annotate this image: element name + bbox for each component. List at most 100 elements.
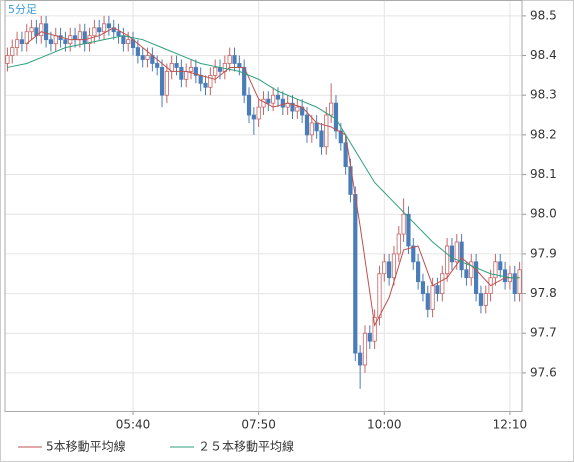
- candle-body: [232, 55, 237, 64]
- candle-body: [10, 47, 15, 56]
- candle-body: [82, 31, 87, 45]
- candle-body: [512, 273, 517, 294]
- candle-body: [362, 332, 368, 366]
- y-tick-label: 98.2: [530, 127, 557, 141]
- candle-body: [275, 94, 281, 100]
- candle-body: [478, 293, 484, 306]
- candle-body: [266, 98, 271, 104]
- candle-body: [469, 261, 474, 279]
- y-tick-label: 97.8: [530, 286, 557, 300]
- candle-body: [367, 332, 372, 342]
- y-tick-label: 97.9: [530, 246, 557, 260]
- candle-body: [430, 285, 435, 310]
- y-tick-label: 98.5: [530, 8, 557, 22]
- candle-body: [5, 55, 10, 64]
- candle-body: [295, 106, 300, 112]
- candle-body: [179, 67, 184, 80]
- candle-body: [155, 63, 160, 68]
- candle-body: [459, 241, 464, 271]
- candle-body: [382, 261, 387, 275]
- candle-body: [145, 55, 150, 60]
- candle-body: [324, 114, 329, 148]
- candle-body: [193, 67, 198, 76]
- candle-body: [213, 67, 218, 76]
- candle-body: [29, 27, 34, 33]
- y-tick-label: 98.1: [530, 167, 557, 181]
- candle-body: [53, 35, 58, 45]
- candle-body: [208, 74, 213, 88]
- candle-body: [271, 94, 276, 104]
- candle-body: [372, 316, 377, 342]
- candle-body: [445, 245, 450, 275]
- y-tick-label: 97.6: [530, 365, 557, 379]
- candle-body: [14, 39, 20, 49]
- candle-body: [39, 23, 44, 37]
- candle-body: [502, 269, 508, 283]
- candle-body: [242, 67, 247, 96]
- candle-body: [464, 269, 469, 279]
- candle-body: [435, 285, 440, 294]
- candle-body: [246, 94, 252, 116]
- candle-body: [92, 27, 97, 37]
- x-tick-label: 12:10: [493, 418, 528, 432]
- candle-body: [406, 213, 411, 247]
- candle-body: [454, 241, 459, 263]
- candle-body: [203, 82, 208, 88]
- candle-body: [396, 233, 401, 255]
- y-tick-label: 98.0: [530, 207, 557, 221]
- candle-body: [319, 130, 324, 148]
- candle-body: [251, 114, 256, 120]
- candle-body: [314, 122, 319, 132]
- x-tick-label: 05:40: [116, 418, 151, 432]
- candle-body: [309, 122, 314, 136]
- candle-body: [493, 261, 498, 279]
- candle-body: [174, 63, 179, 68]
- candle-body: [188, 67, 194, 72]
- candle-body: [517, 269, 522, 294]
- candle-body: [440, 273, 445, 294]
- candle-body: [121, 35, 126, 45]
- candle-body: [227, 55, 232, 64]
- candle-body: [377, 273, 382, 318]
- candle-body: [140, 55, 145, 60]
- candle-body: [338, 130, 343, 144]
- candle-body: [387, 261, 392, 279]
- legend-label: ２５本移動平均線: [198, 439, 294, 454]
- candle-body: [353, 193, 358, 354]
- y-tick-label: 98.3: [530, 88, 557, 102]
- plot-border: [4, 0, 523, 412]
- y-tick-label: 97.7: [530, 326, 557, 340]
- candle-body: [77, 31, 82, 41]
- candle-body: [474, 261, 479, 294]
- candle-body: [101, 23, 107, 33]
- ma-line: [26, 27, 520, 327]
- candle-body: [72, 35, 78, 41]
- candle-body: [304, 114, 310, 136]
- legend-label: 5本移動平均線: [46, 439, 126, 454]
- candle-body: [391, 253, 397, 279]
- x-tick-label: 07:50: [241, 418, 276, 432]
- candle-body: [411, 245, 416, 263]
- x-tick-label: 10:00: [367, 418, 402, 432]
- candle-body: [116, 31, 121, 37]
- candle-body: [159, 67, 165, 96]
- candle-body: [261, 98, 266, 108]
- candle-body: [63, 39, 68, 45]
- candle-body: [87, 35, 92, 45]
- candle-body: [401, 213, 406, 235]
- candle-body: [106, 23, 111, 29]
- y-tick-label: 98.4: [530, 48, 557, 62]
- candle-body: [329, 102, 334, 116]
- candle-body: [333, 102, 339, 132]
- candle-body: [19, 39, 25, 45]
- candle-body: [184, 71, 189, 80]
- candle-body: [24, 31, 29, 45]
- candle-body: [483, 293, 488, 306]
- ma-line: [7, 35, 520, 279]
- candle-body: [198, 74, 203, 84]
- candle-body: [43, 23, 49, 41]
- candle-body: [256, 106, 261, 120]
- candle-body: [48, 39, 53, 45]
